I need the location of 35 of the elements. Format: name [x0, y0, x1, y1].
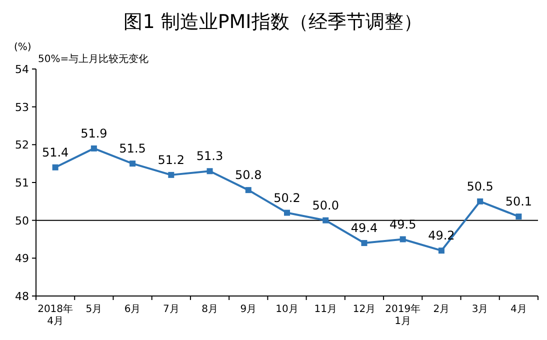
y-tick-label: 48	[15, 290, 29, 303]
x-tick-label: 7月	[162, 304, 180, 315]
x-tick-label: 9月	[240, 304, 257, 315]
y-tick-label: 54	[15, 63, 29, 76]
chart-title: 图1 制造业PMI指数（经季节调整）	[124, 11, 422, 33]
x-tick-label: 10月	[276, 304, 298, 315]
x-tick-label: 11月	[314, 304, 337, 315]
y-tick-label: 53	[15, 100, 29, 114]
data-label: 51.3	[196, 149, 224, 164]
y-tick-label: 51	[15, 176, 29, 190]
text: 50%=与上月比较无变化	[38, 53, 149, 65]
x-tick-label: 6月	[124, 304, 141, 315]
data-label: 49.2	[428, 228, 455, 243]
data-label: 50.2	[274, 190, 300, 205]
x-tick-label: 2018年 4月	[38, 303, 74, 327]
data-label: 50.1	[505, 194, 532, 209]
data-label: 49.4	[350, 221, 378, 236]
data-label: 51.2	[158, 152, 185, 167]
data-label: 51.4	[42, 145, 69, 160]
data-label: 51.9	[80, 126, 108, 140]
y-tick-label: 50	[15, 214, 29, 228]
x-tick-label: 2019年 1月	[385, 303, 421, 327]
x-tick-label: 3月	[472, 304, 488, 315]
data-label: 50.8	[235, 168, 262, 182]
y-axis-title: (%)	[14, 42, 32, 53]
data-label: 50.0	[312, 198, 339, 212]
x-tick-label: 8月	[202, 304, 218, 315]
y-tick-label: 49	[15, 252, 29, 266]
data-label: 50.5	[466, 179, 494, 194]
x-tick-label: 12月	[352, 304, 376, 315]
data-label: 51.5	[119, 142, 146, 156]
x-tick-label: 5月	[86, 304, 102, 315]
x-tick-label: 4月	[510, 304, 527, 315]
y-tick-label: 52	[15, 138, 29, 152]
x-tick-label: 2月	[433, 304, 450, 315]
